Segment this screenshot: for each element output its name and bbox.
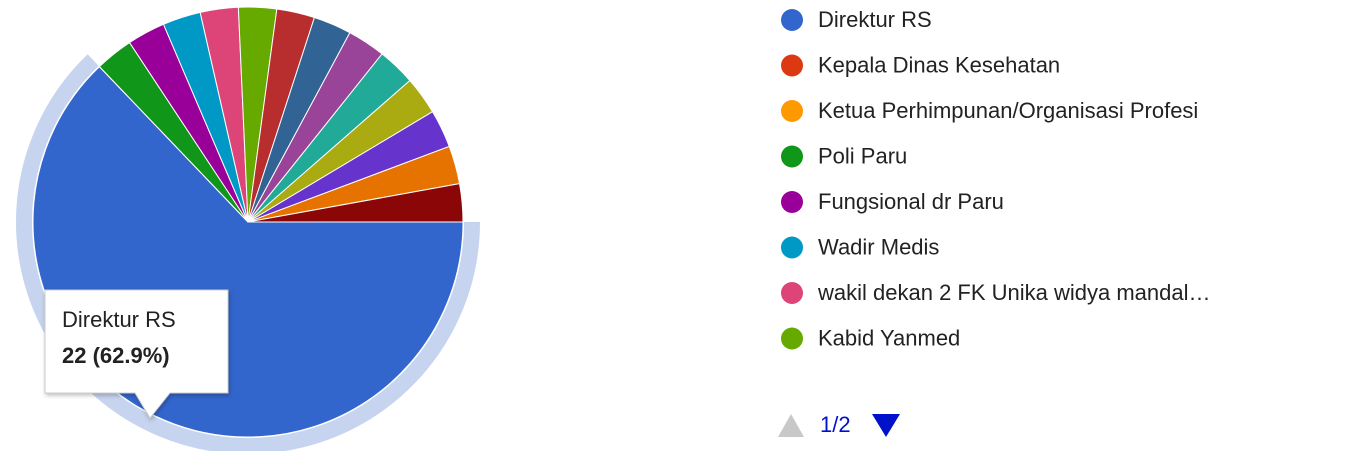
legend-label: wakil dekan 2 FK Unika widya mandal… [817,280,1211,305]
legend-marker [781,327,803,350]
tooltip-box [44,289,229,419]
pager-next[interactable] [872,414,900,437]
tooltip-title: Direktur RS [62,307,176,332]
slice-highlight [16,54,480,451]
legend-marker [781,282,803,304]
legend-label: Kabid Yanmed [818,325,960,350]
legend-label: Wadir Medis [818,234,939,259]
legend-label: Poli Paru [818,143,907,168]
legend-marker [781,191,803,213]
legend-marker [781,100,803,122]
tooltip-value: 22 (62.9%) [62,343,170,368]
legend-marker [781,236,803,259]
legend: Direktur RS Kepala Dinas Kesehatan Ketua P… [781,7,1211,350]
legend-label: Ketua Perhimpunan/Organisasi Profesi [818,98,1198,123]
legend-marker [781,9,803,31]
legend-label: Fungsional dr Paru [818,189,1004,214]
legend-label: Direktur RS [818,7,932,32]
legend-marker [781,54,803,77]
pager-prev[interactable] [778,414,804,437]
tooltip: Direktur RS 22 (62.9%) [44,289,229,419]
pager-label: 1/2 [820,412,851,437]
legend-label: Kepala Dinas Kesehatan [818,52,1060,77]
pie-slice [247,183,464,223]
legend-pager: 1/2 [778,412,900,437]
legend-marker [781,145,803,168]
